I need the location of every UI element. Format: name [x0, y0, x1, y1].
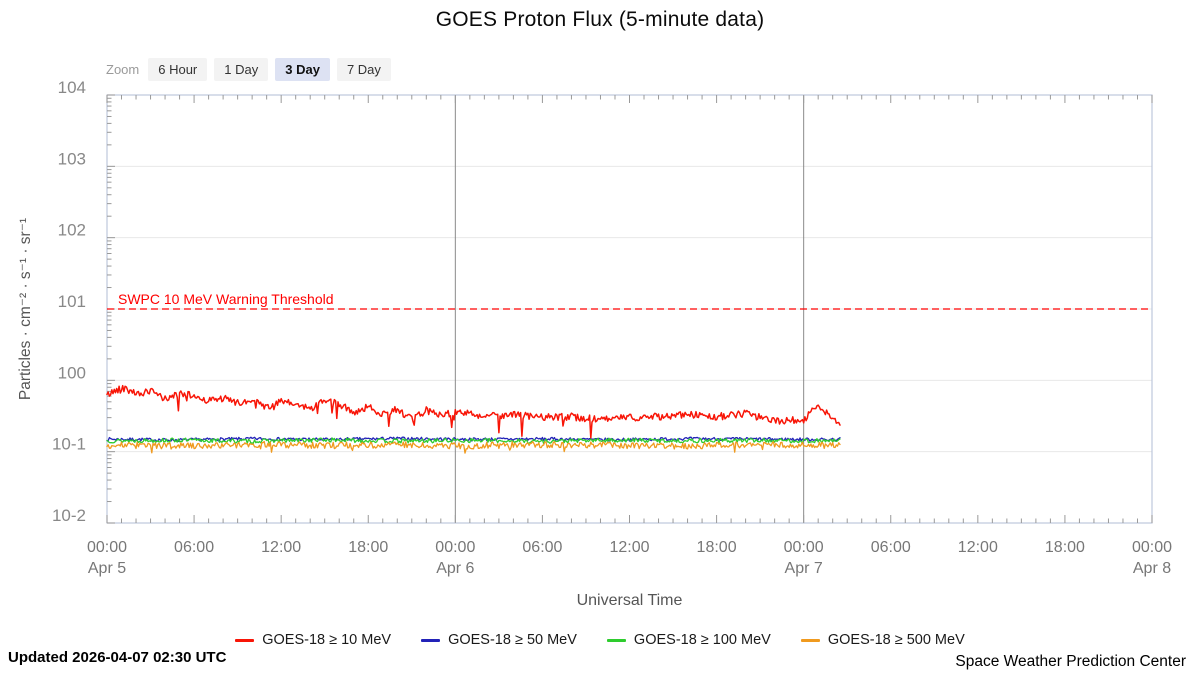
x-tick-time-label: 00:00 — [1132, 539, 1172, 556]
plot-area[interactable] — [107, 95, 1152, 523]
legend-swatch-icon — [235, 638, 255, 642]
x-tick-time-label: 00:00 — [784, 539, 824, 556]
chart-title: GOES Proton Flux (5-minute data) — [435, 8, 765, 31]
legend-item-2: GOES-18 ≥ 100 MeV — [606, 632, 771, 648]
zoom-button-7-day[interactable]: 7 Day — [336, 58, 391, 81]
zoom-button-6-hour[interactable]: 6 Hour — [148, 58, 208, 81]
y-tick-label: 101 — [58, 292, 86, 311]
series-line-0 — [106, 384, 841, 439]
x-tick-time-label: 18:00 — [348, 539, 388, 556]
x-tick-time-label: 18:00 — [1045, 539, 1085, 556]
y-tick-label: 103 — [58, 149, 86, 168]
chart-legend: GOES-18 ≥ 10 MeV GOES-18 ≥ 50 MeV GOES-18 … — [0, 632, 1200, 648]
y-tick-label: 102 — [58, 221, 86, 240]
updated-timestamp: Updated 2026-04-07 02:30 UTC — [8, 649, 227, 666]
x-tick-date-label: Apr 8 — [1133, 560, 1171, 577]
series-line-2 — [106, 437, 841, 445]
zoom-button-1-day[interactable]: 1 Day — [214, 58, 269, 81]
legend-label: GOES-18 ≥ 500 MeV — [827, 632, 965, 648]
y-tick-labels: 104 103 102 101 100 10-1 10-2 — [52, 78, 86, 525]
x-tick-time-label: 06:00 — [871, 539, 911, 556]
legend-item-3: GOES-18 ≥ 500 MeV — [800, 632, 965, 648]
x-tick-time-label: 06:00 — [522, 539, 562, 556]
x-tick-date-label: Apr 5 — [88, 560, 126, 577]
zoom-label: Zoom — [106, 62, 140, 77]
legend-item-1: GOES-18 ≥ 50 MeV — [421, 632, 577, 648]
x-tick-time-label: 12:00 — [261, 539, 301, 556]
x-tick-time-label: 00:00 — [87, 539, 127, 556]
x-tick-time-label: 12:00 — [609, 539, 649, 556]
y-axis-title: Particles · cm⁻² · s⁻¹ · sr⁻¹ — [17, 218, 34, 400]
zoom-button-3-day[interactable]: 3 Day — [275, 58, 330, 81]
y-tick-label: 10-1 — [52, 435, 86, 454]
series-line-1 — [106, 436, 841, 443]
series-line-3 — [106, 440, 841, 454]
zoom-controls: Zoom 6 Hour 1 Day 3 Day 7 Day — [106, 58, 391, 81]
x-tick-time-label: 00:00 — [435, 539, 475, 556]
x-tick-time-label: 18:00 — [697, 539, 737, 556]
y-tick-label: 10-2 — [52, 506, 86, 525]
data-series — [106, 384, 841, 454]
x-tick-date-label: Apr 7 — [785, 560, 823, 577]
legend-swatch-icon — [606, 638, 626, 642]
legend-item-0: GOES-18 ≥ 10 MeV — [235, 632, 391, 648]
x-ticks — [106, 95, 1153, 523]
y-tick-label: 100 — [58, 363, 86, 382]
x-tick-time-label: 06:00 — [174, 539, 214, 556]
y-tick-label: 104 — [58, 78, 86, 97]
swpc-credit: Space Weather Prediction Center — [955, 653, 1186, 670]
threshold-label: SWPC 10 MeV Warning Threshold — [118, 291, 334, 307]
x-axis-title: Universal Time — [577, 592, 683, 609]
warning-threshold: SWPC 10 MeV Warning Threshold — [107, 291, 1152, 310]
proton-flux-chart: SWPC 10 MeV Warning Threshold10410310210… — [17, 78, 1172, 609]
legend-label: GOES-18 ≥ 10 MeV — [262, 632, 392, 648]
legend-label: GOES-18 ≥ 50 MeV — [448, 632, 577, 648]
x-tick-labels: 00:00 Apr 5 06:00 12:00 18:00 00:00 Apr 6 06:00… — [87, 539, 1172, 577]
legend-label: GOES-18 ≥ 100 MeV — [633, 632, 771, 648]
x-tick-time-label: 12:00 — [958, 539, 998, 556]
legend-swatch-icon — [421, 638, 441, 642]
x-tick-date-label: Apr 6 — [436, 560, 474, 577]
legend-swatch-icon — [800, 638, 820, 642]
y-ticks — [107, 94, 115, 524]
